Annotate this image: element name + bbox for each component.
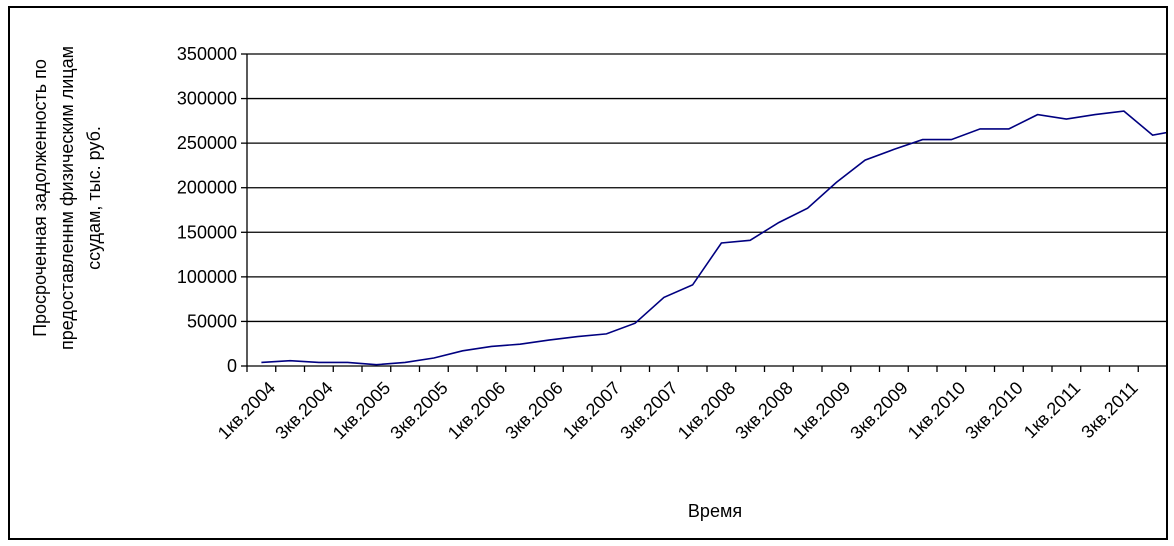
- x-tick-label: 3кв.2008: [731, 378, 796, 443]
- x-tick-label: 1кв.2006: [444, 378, 509, 443]
- x-tick-label: 1кв.2010: [904, 378, 969, 443]
- y-tick-labels: 0 50000 100000 150000 200000 250000 300000 3500…: [177, 44, 237, 376]
- y-tick-label: 50000: [187, 311, 237, 331]
- y-tick-label: 250000: [177, 133, 237, 153]
- x-tick-label: 3кв.2004: [271, 378, 336, 443]
- x-tick-label: 3кв.2005: [386, 378, 451, 443]
- chart-frame: 0 50000 100000 150000 200000 250000 300000 3500…: [8, 6, 1168, 540]
- x-tick-label: 3кв.2009: [846, 378, 911, 443]
- line-chart: 0 50000 100000 150000 200000 250000 300000 3500…: [30, 44, 1166, 521]
- grid-lines: [247, 53, 1166, 323]
- y-tick-label: 150000: [177, 222, 237, 242]
- series: [261, 110, 1166, 366]
- y-axis-label-line: предоставленнм физическим лицам: [57, 46, 77, 350]
- x-tick-label: 1кв.2005: [329, 378, 394, 443]
- x-tick-label: 1кв.2011: [1020, 378, 1084, 442]
- y-axis-label: Просроченная задолженность по предоставле…: [30, 46, 104, 350]
- x-tick-label: 1кв.2004: [214, 378, 279, 443]
- series-line: [261, 110, 1166, 366]
- axes: [241, 53, 1166, 372]
- y-tick-label: 100000: [177, 267, 237, 287]
- x-tick-label: 1кв.2008: [674, 378, 739, 443]
- x-tick-label: 3кв.2007: [616, 378, 681, 443]
- y-axis-label-line: Просроченная задолженность по: [30, 59, 50, 337]
- y-axis-label-line: ссудам, тыс. руб.: [84, 126, 104, 270]
- x-tick-label: 3кв.2006: [501, 378, 566, 443]
- y-tick-label: 300000: [177, 89, 237, 109]
- x-tick-label: 3кв.2011: [1077, 378, 1141, 442]
- x-tick-label: 3кв.2010: [961, 378, 1026, 443]
- y-tick-label: 350000: [177, 44, 237, 64]
- x-tick-label: 1кв.2009: [789, 378, 854, 443]
- y-tick-label: 0: [227, 356, 237, 376]
- y-tick-label: 200000: [177, 178, 237, 198]
- x-tick-label: 1кв.2007: [559, 378, 624, 443]
- x-axis-label: Время: [688, 501, 742, 521]
- x-tick-labels: 1кв.20043кв.20041кв.20053кв.20051кв.2006…: [214, 378, 1142, 443]
